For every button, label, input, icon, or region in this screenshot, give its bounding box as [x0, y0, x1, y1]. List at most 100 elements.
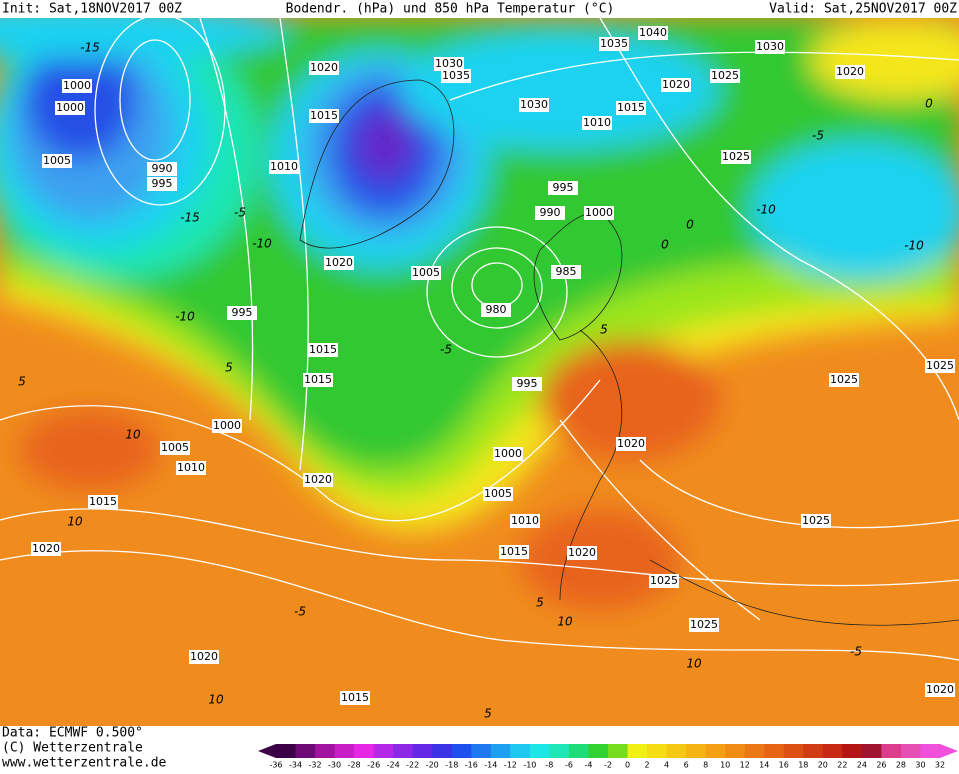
- scale-label: 22: [837, 761, 847, 770]
- isobar-label-bg: [441, 69, 471, 83]
- init-time: Init: Sat,18NOV2017 00Z: [2, 2, 182, 17]
- isobar-label-bg: [710, 69, 740, 83]
- isobar-label-bg: [599, 37, 629, 51]
- isobar-label-bg: [661, 78, 691, 92]
- scale-swatch: [705, 744, 726, 758]
- isobar-label-bg: [510, 514, 540, 528]
- isobar-label: 1025: [926, 359, 954, 372]
- temperature-label: 10: [686, 657, 702, 671]
- isobar-label-bg: [616, 101, 646, 115]
- copyright: (C) Wetterzentrale: [2, 741, 143, 756]
- isobar-label: 1010: [270, 160, 298, 173]
- temperature-label: 5: [18, 375, 26, 389]
- valid-time: Valid: Sat,25NOV2017 00Z: [769, 2, 957, 17]
- scale-swatch: [900, 744, 921, 758]
- map-title: Bodendr. (hPa) und 850 hPa Temperatur (°…: [286, 2, 615, 17]
- isobar-label: 990: [540, 206, 561, 219]
- scale-swatch: [432, 744, 453, 758]
- scale-label: 30: [915, 761, 925, 770]
- scale-swatch: [920, 744, 941, 758]
- scale-label: -26: [367, 761, 380, 770]
- isobar-label: 1000: [213, 419, 241, 432]
- scale-label: -16: [465, 761, 478, 770]
- isobar-label: 980: [486, 303, 507, 316]
- isobars: [0, 18, 959, 661]
- isobar-label-bg: [649, 574, 679, 588]
- scale-arrow-right: [940, 744, 958, 758]
- isobar-label-bg: [567, 546, 597, 560]
- isobar-label: 1025: [711, 69, 739, 82]
- isobar-label: 995: [517, 377, 538, 390]
- isobar-label: 990: [152, 162, 173, 175]
- temperature-label: -10: [175, 310, 195, 324]
- isobar-label-bg: [925, 683, 955, 697]
- scale-swatch: [842, 744, 863, 758]
- isobar-label-bg: [499, 545, 529, 559]
- scale-label: 2: [645, 761, 650, 770]
- isobar-label-bg: [801, 514, 831, 528]
- isobar-label: 1030: [756, 40, 784, 53]
- scale-label: -14: [484, 761, 497, 770]
- isobar-label-bg: [340, 691, 370, 705]
- scale-swatch: [588, 744, 609, 758]
- isobar-label-bg: [303, 373, 333, 387]
- scale-label: 18: [798, 761, 808, 770]
- isobar-label: 1015: [89, 495, 117, 508]
- scale-label: 12: [740, 761, 750, 770]
- temperature-label: -10: [904, 239, 924, 253]
- scale-swatch: [490, 744, 511, 758]
- isobar-label-bg: [269, 160, 299, 174]
- temperature-label: 10: [557, 615, 573, 629]
- isobar-label: 995: [553, 181, 574, 194]
- scale-label: 14: [759, 761, 769, 770]
- isobar-label-bg: [638, 26, 668, 40]
- isobar-label: 1005: [412, 266, 440, 279]
- isobar-label-bg: [755, 40, 785, 54]
- isobar-label-bg: [309, 61, 339, 75]
- temperature-label: 10: [125, 428, 141, 442]
- isobar-label: 1020: [190, 650, 218, 663]
- isobar-label: 1010: [583, 116, 611, 129]
- isobar-label-bg: [62, 79, 92, 93]
- isobar-label: 1025: [802, 514, 830, 527]
- isobar-label-bg: [483, 487, 513, 501]
- isobar-label: 995: [232, 306, 253, 319]
- isobar-label-bg: [481, 303, 511, 317]
- isobar-label: 1010: [511, 514, 539, 527]
- scale-label: 0: [625, 761, 630, 770]
- isobar-label: 1020: [662, 78, 690, 91]
- temperature-label: 10: [208, 693, 224, 707]
- scale-label: -24: [387, 761, 400, 770]
- scale-label: -36: [269, 761, 282, 770]
- temperature-label: -15: [80, 41, 100, 55]
- isobar-label-bg: [324, 256, 354, 270]
- scale-label: -4: [584, 761, 592, 770]
- isobar-label: 1015: [309, 343, 337, 356]
- isobar-label: 985: [556, 265, 577, 278]
- isobar-label: 1025: [690, 618, 718, 631]
- isobar-label-bg: [189, 650, 219, 664]
- temperature-label: -5: [234, 206, 246, 220]
- isobar-label: 1025: [830, 373, 858, 386]
- scale-label: -28: [348, 761, 361, 770]
- isobar-label: 1020: [568, 546, 596, 559]
- isobar-label-bg: [493, 447, 523, 461]
- isobar-label-bg: [147, 162, 177, 176]
- scale-swatch: [666, 744, 687, 758]
- isobar-label: 1030: [435, 57, 463, 70]
- scale-swatch: [393, 744, 414, 758]
- scale-swatch: [529, 744, 550, 758]
- isobar-label: 1020: [310, 61, 338, 74]
- scale-label: -12: [504, 761, 517, 770]
- scale-swatch: [861, 744, 882, 758]
- coastlines: [299, 79, 959, 626]
- scale-swatch: [627, 744, 648, 758]
- isobar-label: 1020: [836, 65, 864, 78]
- isobar-label-bg: [303, 473, 333, 487]
- scale-swatch: [803, 744, 824, 758]
- temperature-field: [0, 18, 959, 726]
- scale-label: -8: [545, 761, 553, 770]
- scale-label: -18: [445, 761, 458, 770]
- isobar-label-bg: [42, 154, 72, 168]
